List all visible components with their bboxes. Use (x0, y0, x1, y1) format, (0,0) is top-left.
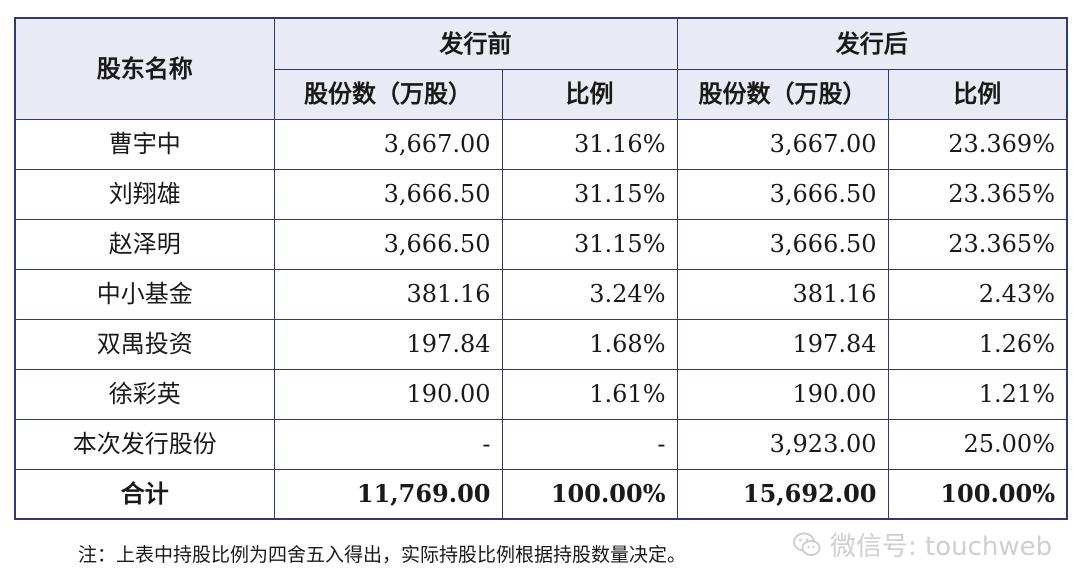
after-shares: 381.16 (676, 268, 889, 320)
shareholder-name: 本次发行股份 (14, 418, 275, 470)
total-after-shares: 15,692.00 (676, 468, 889, 520)
table-row: 曹宇中 3,667.00 31.16% 3,667.00 23.369% (14, 118, 1068, 170)
table-row: 刘翔雄 3,666.50 31.15% 3,666.50 23.365% (14, 168, 1068, 220)
header-after-shares: 股份数（万股） (676, 68, 889, 120)
before-ratio: 1.68% (501, 318, 678, 370)
table-row: 中小基金 381.16 3.24% 381.16 2.43% (14, 268, 1068, 320)
before-ratio: 3.24% (501, 268, 678, 320)
watermark-text: 微信号: touchweb (830, 532, 1053, 562)
after-ratio: 23.365% (887, 168, 1068, 220)
header-after-ratio: 比例 (887, 68, 1068, 120)
total-before-ratio: 100.00% (501, 468, 678, 520)
shareholding-table: 股东名称 发行前 发行后 股份数（万股） 比例 股份数（万股） 比例 曹宇中 3… (14, 17, 1068, 520)
shareholder-name: 赵泽明 (14, 218, 275, 270)
after-ratio: 2.43% (887, 268, 1068, 320)
before-shares: - (273, 418, 503, 470)
total-label: 合计 (14, 468, 275, 520)
after-shares: 197.84 (676, 318, 889, 370)
shareholder-name: 刘翔雄 (14, 168, 275, 220)
before-ratio: 31.15% (501, 218, 678, 270)
total-after-ratio: 100.00% (887, 468, 1068, 520)
after-ratio: 25.00% (887, 418, 1068, 470)
before-ratio: 31.15% (501, 168, 678, 220)
before-shares: 3,666.50 (273, 168, 503, 220)
total-before-shares: 11,769.00 (273, 468, 503, 520)
wechat-icon (792, 530, 822, 560)
after-shares: 3,666.50 (676, 218, 889, 270)
shareholder-name: 曹宇中 (14, 118, 275, 170)
after-shares: 3,666.50 (676, 168, 889, 220)
after-shares: 3,923.00 (676, 418, 889, 470)
after-ratio: 23.369% (887, 118, 1068, 170)
before-shares: 190.00 (273, 368, 503, 420)
after-ratio: 1.26% (887, 318, 1068, 370)
after-shares: 3,667.00 (676, 118, 889, 170)
watermark: 微信号: touchweb (792, 526, 1052, 563)
shareholder-name: 双禺投资 (14, 318, 275, 370)
before-shares: 3,666.50 (273, 218, 503, 270)
before-shares: 381.16 (273, 268, 503, 320)
table-row: 本次发行股份 - - 3,923.00 25.00% (14, 418, 1068, 470)
table-row: 徐彩英 190.00 1.61% 190.00 1.21% (14, 368, 1068, 420)
table-row: 赵泽明 3,666.50 31.15% 3,666.50 23.365% (14, 218, 1068, 270)
before-ratio: 31.16% (501, 118, 678, 170)
after-ratio: 23.365% (887, 218, 1068, 270)
header-before-shares: 股份数（万股） (273, 68, 503, 120)
header-shareholder-name: 股东名称 (14, 17, 275, 120)
shareholder-name: 中小基金 (14, 268, 275, 320)
after-shares: 190.00 (676, 368, 889, 420)
total-row: 合计 11,769.00 100.00% 15,692.00 100.00% (14, 468, 1068, 520)
header-row-groups: 股东名称 发行前 发行后 (14, 17, 1068, 120)
table-row: 双禺投资 197.84 1.68% 197.84 1.26% (14, 318, 1068, 370)
before-shares: 3,667.00 (273, 118, 503, 170)
shareholding-table-container: 股东名称 发行前 发行后 股份数（万股） 比例 股份数（万股） 比例 曹宇中 3… (14, 17, 1068, 520)
shareholder-name: 徐彩英 (14, 368, 275, 420)
before-shares: 197.84 (273, 318, 503, 370)
before-ratio: - (501, 418, 678, 470)
table-footnote: 注：上表中持股比例为四舍五入得出，实际持股比例根据持股数量决定。 (78, 544, 687, 566)
after-ratio: 1.21% (887, 368, 1068, 420)
before-ratio: 1.61% (501, 368, 678, 420)
header-row-columns: 股份数（万股） 比例 股份数（万股） 比例 (15, 68, 1068, 120)
header-before-ratio: 比例 (501, 68, 678, 120)
header-before-issuance: 发行前 (273, 17, 678, 70)
header-after-issuance: 发行后 (676, 17, 1068, 70)
